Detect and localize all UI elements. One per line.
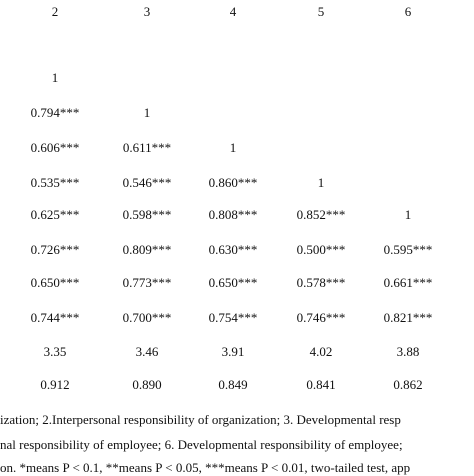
table-cell: 0.849 [218, 377, 248, 392]
table-cell: 0.890 [132, 377, 162, 392]
table-cell: 0.746*** [296, 310, 346, 325]
table-cell: 0.606*** [30, 140, 80, 155]
table-cell: 0.578*** [296, 275, 346, 290]
table-cell: 0.754*** [208, 310, 258, 325]
table-cell: 0.862 [393, 377, 423, 392]
table-cell: 3.46 [135, 344, 159, 359]
column-header: 4 [229, 4, 237, 19]
table-cell: 0.611*** [122, 140, 172, 155]
table-cell: 0.809*** [122, 242, 172, 257]
column-header: 5 [317, 4, 325, 19]
column-header: 2 [51, 4, 59, 19]
table-cell: 0.700*** [122, 310, 172, 325]
footnote: nal responsibility of employee; 6. Devel… [0, 437, 403, 452]
table-cell: 0.546*** [122, 175, 172, 190]
footnote: ization; 2.Interpersonal responsibility … [0, 412, 401, 427]
column-header: 6 [404, 4, 412, 19]
table-cell: 1 [143, 105, 151, 120]
table-cell: 0.773*** [122, 275, 172, 290]
table-cell: 0.744*** [30, 310, 80, 325]
footnote: on. *means P < 0.1, **means P < 0.05, **… [0, 460, 411, 475]
table-cell: 0.598*** [122, 207, 172, 222]
table-cell: 0.808*** [208, 207, 258, 222]
table-cell: 0.821*** [383, 310, 433, 325]
table-cell: 3.35 [43, 344, 67, 359]
table-cell: 1 [317, 175, 325, 190]
table-cell: 0.841 [306, 377, 336, 392]
table-cell: 0.852*** [296, 207, 346, 222]
table-cell: 1 [229, 140, 237, 155]
table-cell: 1 [51, 70, 59, 85]
table-cell: 0.794*** [30, 105, 80, 120]
table-cell: 0.500*** [296, 242, 346, 257]
table-cell: 0.860*** [208, 175, 258, 190]
table-cell: 4.02 [309, 344, 333, 359]
table-cell: 0.726*** [30, 242, 80, 257]
table-cell: 0.630*** [208, 242, 258, 257]
table-cell: 1 [404, 207, 412, 222]
table-cell: 0.650*** [30, 275, 80, 290]
table-cell: 0.650*** [208, 275, 258, 290]
table-cell: 0.535*** [30, 175, 80, 190]
table-cell: 3.88 [396, 344, 420, 359]
table-cell: 0.912 [40, 377, 70, 392]
table-cell: 0.595*** [383, 242, 433, 257]
table-cell: 0.625*** [30, 207, 80, 222]
table-cell: 0.661*** [383, 275, 433, 290]
table-cell: 3.91 [221, 344, 245, 359]
column-header: 3 [143, 4, 151, 19]
